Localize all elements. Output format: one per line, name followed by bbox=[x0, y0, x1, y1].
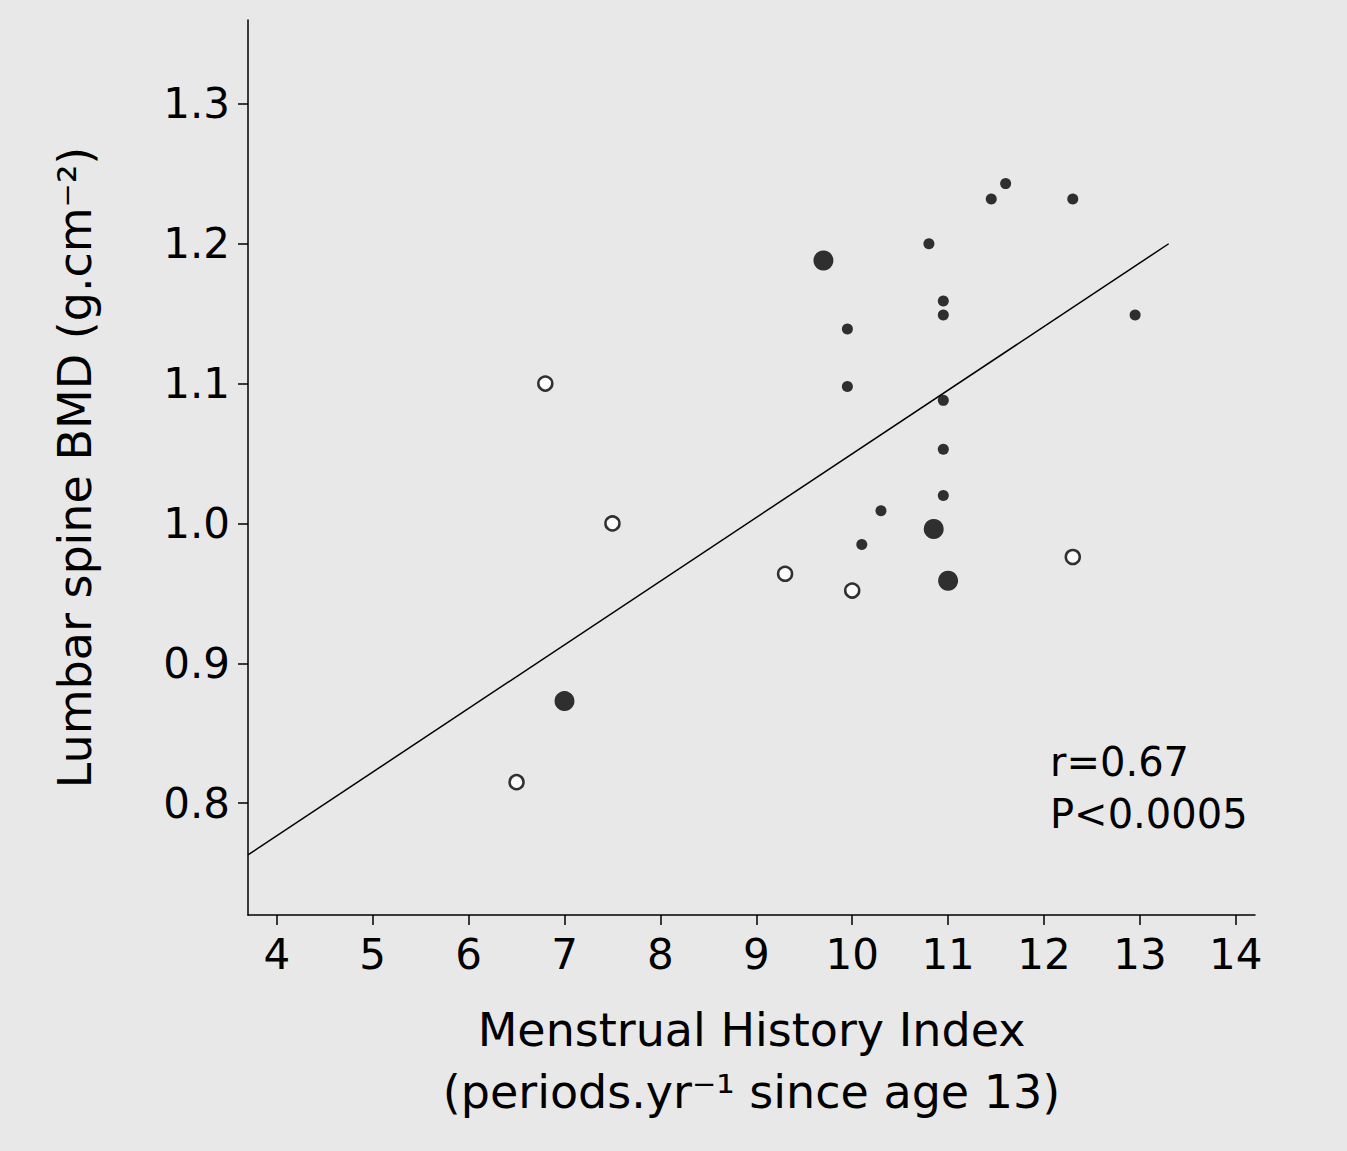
svg-text:1.2: 1.2 bbox=[163, 219, 230, 268]
svg-text:0.9: 0.9 bbox=[163, 639, 230, 688]
svg-text:14: 14 bbox=[1209, 930, 1262, 979]
svg-text:6: 6 bbox=[455, 930, 482, 979]
svg-text:13: 13 bbox=[1113, 930, 1166, 979]
svg-text:1.0: 1.0 bbox=[163, 499, 230, 548]
svg-text:0.8: 0.8 bbox=[163, 779, 230, 828]
svg-text:8: 8 bbox=[647, 930, 674, 979]
svg-text:1.1: 1.1 bbox=[163, 359, 230, 408]
svg-text:11: 11 bbox=[921, 930, 974, 979]
svg-text:Menstrual History Index: Menstrual History Index bbox=[478, 1003, 1026, 1057]
svg-text:10: 10 bbox=[825, 930, 878, 979]
svg-text:7: 7 bbox=[551, 930, 578, 979]
svg-text:P<0.0005: P<0.0005 bbox=[1050, 791, 1248, 837]
svg-text:Lumbar spine BMD (g.cm⁻²): Lumbar spine BMD (g.cm⁻²) bbox=[48, 147, 102, 789]
svg-text:1.3: 1.3 bbox=[163, 79, 230, 128]
svg-text:5: 5 bbox=[359, 930, 386, 979]
svg-text:4: 4 bbox=[263, 930, 290, 979]
svg-text:r=0.67: r=0.67 bbox=[1050, 739, 1189, 785]
svg-text:(periods.yr⁻¹ since age 13): (periods.yr⁻¹ since age 13) bbox=[443, 1065, 1060, 1119]
svg-text:9: 9 bbox=[743, 930, 770, 979]
svg-text:12: 12 bbox=[1017, 930, 1070, 979]
